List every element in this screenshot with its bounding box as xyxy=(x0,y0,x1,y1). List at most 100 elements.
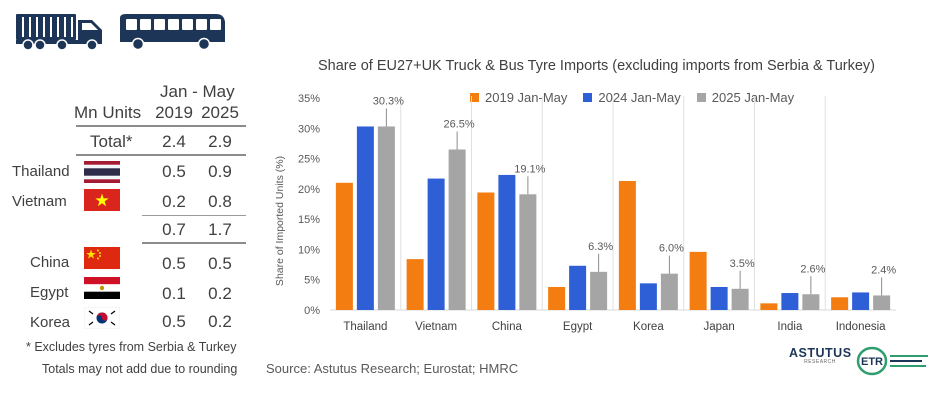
x-tick-label: Japan xyxy=(703,321,734,333)
x-tick-label: Egypt xyxy=(563,321,593,333)
bar xyxy=(356,126,374,310)
egypt-2025: 0.2 xyxy=(208,284,232,303)
table-header-rule xyxy=(76,125,246,127)
data-label: 2.4% xyxy=(871,264,896,276)
y-tick-label: 20% xyxy=(298,184,320,196)
y-tick-label: 25% xyxy=(298,154,320,166)
korea-2019: 0.5 xyxy=(162,312,186,331)
subtotal-2019: 0.7 xyxy=(162,220,186,239)
table-col-2025: 2025 xyxy=(201,103,239,122)
table-note-rounding: Totals may not add due to rounding xyxy=(42,362,238,376)
legend-swatch-2019 xyxy=(470,93,479,102)
egypt-flag xyxy=(84,277,120,299)
x-tick-label: Indonesia xyxy=(836,321,886,333)
x-tick-label: Thailand xyxy=(343,321,387,333)
bar xyxy=(477,192,495,310)
bus-icon xyxy=(120,14,225,51)
bar xyxy=(569,265,587,310)
data-label: 2.6% xyxy=(800,263,825,275)
bar xyxy=(802,294,820,310)
etr-logo: ETR xyxy=(856,346,928,376)
country-label-vietnam: Vietnam xyxy=(12,193,67,210)
bar xyxy=(852,292,870,310)
bar xyxy=(548,286,566,310)
bar xyxy=(731,288,749,310)
data-label: 6.3% xyxy=(588,241,613,253)
y-tick-label: 0% xyxy=(304,305,320,317)
china-2025: 0.5 xyxy=(208,254,232,273)
country-label-korea: Korea xyxy=(30,314,71,331)
table-total-label: Total* xyxy=(90,132,133,151)
legend-swatch-2024 xyxy=(583,93,593,102)
table-note-exclusion: * Excludes tyres from Serbia & Turkey xyxy=(26,340,237,354)
x-tick-label: Vietnam xyxy=(415,321,457,333)
vietnam-flag xyxy=(84,189,120,211)
table-units-label: Mn Units xyxy=(74,103,142,122)
table-subtotal-rule xyxy=(142,215,246,216)
bar xyxy=(660,273,678,310)
vietnam-2025: 0.8 xyxy=(208,192,232,211)
thailand-2019: 0.5 xyxy=(162,162,186,181)
y-tick-label: 5% xyxy=(304,275,320,287)
bar-chart: Share of Imported Units (%) 0% 5% 10% 15% 20… xyxy=(274,93,896,333)
country-label-egypt: Egypt xyxy=(30,284,69,301)
bar xyxy=(710,286,728,310)
bar xyxy=(427,178,445,310)
data-label: 26.5% xyxy=(444,118,475,130)
korea-flag xyxy=(84,307,120,329)
astutus-logo-text: ASTUTUS xyxy=(789,346,852,360)
bar xyxy=(781,293,799,310)
legend-item-2019: 2019 Jan-May xyxy=(470,90,567,105)
x-tick-label: India xyxy=(777,321,803,333)
bar xyxy=(873,295,891,310)
bar xyxy=(590,271,608,310)
bar xyxy=(377,126,395,310)
bar xyxy=(498,174,516,310)
data-label: 3.5% xyxy=(730,258,755,270)
legend-item-2025: 2025 Jan-May xyxy=(696,90,794,105)
bar xyxy=(406,259,424,310)
y-tick-label: 15% xyxy=(298,214,320,226)
legend-label-2024: 2024 Jan-May xyxy=(598,90,681,105)
china-2019: 0.5 xyxy=(162,254,186,273)
astutus-logo: ASTUTUS RESEARCH xyxy=(789,346,851,365)
y-axis-label: Share of Imported Units (%) xyxy=(274,156,286,286)
bar xyxy=(760,303,778,310)
legend-swatch-2025 xyxy=(696,93,706,102)
bar xyxy=(639,283,657,310)
thailand-flag xyxy=(84,161,120,183)
vietnam-2019: 0.2 xyxy=(162,192,186,211)
bar xyxy=(335,182,353,310)
table-total-rule xyxy=(76,154,246,156)
china-flag xyxy=(84,247,120,269)
source-note: Source: Astutus Research; Eurostat; HMRC xyxy=(266,361,519,376)
legend: 2019 Jan-May 2024 Jan-May 2025 Jan-May xyxy=(470,90,794,105)
data-label: 30.3% xyxy=(373,95,404,107)
legend-label-2019: 2019 Jan-May xyxy=(485,90,568,105)
table-period: Jan - May xyxy=(160,82,235,101)
table-total-2025: 2.9 xyxy=(208,132,232,151)
chart-title: Share of EU27+UK Truck & Bus Tyre Import… xyxy=(318,58,875,74)
data-label: 6.0% xyxy=(659,243,684,255)
table-col-2019: 2019 xyxy=(155,103,193,122)
korea-2025: 0.2 xyxy=(208,312,232,331)
bar xyxy=(689,251,707,310)
x-tick-label: China xyxy=(492,321,523,333)
thailand-2025: 0.9 xyxy=(208,162,232,181)
astutus-logo-subtext: RESEARCH xyxy=(804,359,836,365)
country-label-thailand: Thailand xyxy=(12,163,70,180)
bar xyxy=(831,297,849,310)
bar xyxy=(618,180,636,310)
table-subtotal-bottom-rule xyxy=(142,242,246,244)
etr-logo-text: ETR xyxy=(861,356,883,368)
y-tick-label: 30% xyxy=(298,123,320,135)
subtotal-2025: 1.7 xyxy=(208,220,232,239)
bar xyxy=(519,194,537,310)
legend-item-2024: 2024 Jan-May xyxy=(583,90,681,105)
y-tick-label: 10% xyxy=(298,244,320,256)
data-label: 19.1% xyxy=(514,163,545,175)
x-tick-label: Korea xyxy=(633,321,664,333)
y-tick-label: 35% xyxy=(298,93,320,105)
truck-icon xyxy=(16,14,102,51)
table-total-2019: 2.4 xyxy=(162,132,186,151)
